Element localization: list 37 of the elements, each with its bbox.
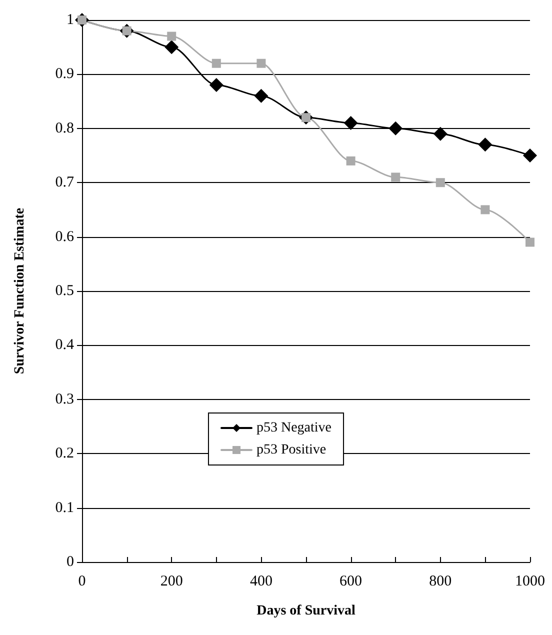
y-tick-label: 0.9 [55, 66, 74, 82]
y-tick-label: 0.3 [55, 391, 74, 408]
y-tick-label: 0.5 [55, 283, 74, 299]
y-tick-label: 1 [66, 12, 74, 28]
x-tick-label: 1000 [515, 574, 545, 590]
point [254, 88, 268, 103]
point [388, 121, 403, 136]
point [212, 58, 221, 68]
point [480, 205, 490, 214]
point [526, 238, 534, 247]
point [346, 156, 356, 166]
y-tick-label: 0 [66, 554, 74, 570]
y-tick-label: 0.2 [55, 446, 74, 462]
x-axis-title: Days of Survival [256, 604, 356, 618]
point [164, 40, 179, 54]
y-tick-label: 0.7 [55, 174, 74, 191]
point [391, 172, 400, 182]
legend-label: p53 Positive [256, 442, 326, 458]
x-tick-label: 600 [340, 574, 362, 590]
point [523, 148, 537, 162]
x-tick-label: 0 [78, 574, 86, 590]
point [478, 138, 492, 152]
y-tick-label: 0.6 [55, 228, 74, 245]
x-tick-label: 200 [160, 574, 183, 590]
point [256, 58, 266, 68]
point [167, 32, 176, 41]
point [209, 78, 224, 92]
point [344, 116, 358, 130]
y-tick-label: 0.4 [55, 337, 74, 354]
legend-label: p53 Negative [256, 420, 332, 436]
point [436, 178, 445, 188]
point [433, 126, 448, 141]
y-axis-title: Survivor Function Estimate [12, 208, 28, 374]
y-tick-label: 0.1 [55, 500, 74, 516]
x-tick-label: 400 [250, 574, 272, 590]
x-tick-label: 800 [429, 574, 452, 590]
y-tick-label: 0.8 [55, 120, 74, 136]
